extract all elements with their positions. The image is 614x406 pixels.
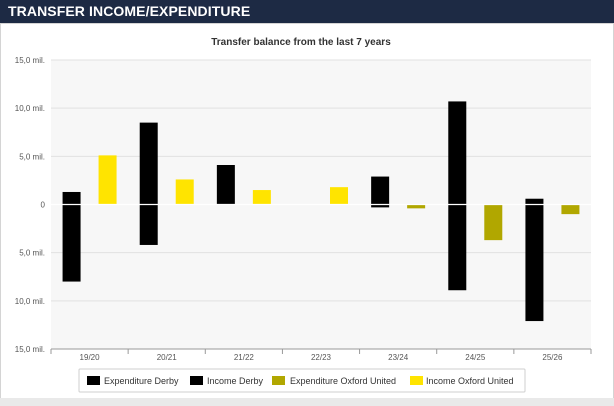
bar-income-oxford-united[interactable] [252,190,271,205]
legend-item[interactable]: Expenditure Oxford United [272,376,396,386]
x-tick-label: 25/26 [542,353,563,362]
bar-income-oxford-united[interactable] [330,187,348,205]
legend-swatch [272,376,285,385]
x-tick-label: 23/24 [388,353,409,362]
legend-item[interactable]: Income Oxford United [410,376,514,386]
bar-expenditure-derby[interactable] [139,204,158,245]
y-tick-label: 15,0 mil. [15,345,45,354]
legend-swatch [190,376,203,385]
y-tick-label: 10,0 mil. [15,297,45,306]
legend-swatch [410,376,423,385]
bar-expenditure-oxford-united[interactable] [484,204,503,241]
bar-income-derby[interactable] [448,101,467,205]
y-tick-label: 15,0 mil. [15,56,45,65]
legend-item[interactable]: Expenditure Derby [87,376,179,386]
bar-income-derby[interactable] [139,122,158,205]
chart-title: Transfer balance from the last 7 years [211,37,391,48]
bar-income-derby[interactable] [216,165,235,205]
y-tick-label: 0 [41,201,46,210]
bar-expenditure-oxford-united[interactable] [561,204,580,215]
legend-label: Expenditure Oxford United [290,376,396,386]
bar-expenditure-derby[interactable] [371,204,390,208]
legend-label: Income Oxford United [426,376,514,386]
x-tick-label: 21/22 [234,353,255,362]
section-header: TRANSFER INCOME/EXPENDITURE [0,0,614,23]
bar-income-derby[interactable] [62,191,81,205]
x-tick-label: 22/23 [311,353,332,362]
x-tick-label: 24/25 [465,353,486,362]
bar-expenditure-derby[interactable] [62,204,81,282]
y-tick-label: 5,0 mil. [19,249,45,258]
y-tick-label: 10,0 mil. [15,104,45,113]
x-tick-label: 20/21 [157,353,178,362]
bar-income-derby[interactable] [525,198,544,205]
bottom-strip [0,398,614,406]
x-tick-label: 19/20 [80,353,101,362]
legend-swatch [87,376,100,385]
legend-item[interactable]: Income Derby [190,376,264,386]
bar-expenditure-derby[interactable] [448,204,467,291]
legend-label: Expenditure Derby [104,376,179,386]
y-tick-label: 5,0 mil. [19,152,45,161]
bar-income-oxford-united[interactable] [175,179,194,205]
bar-income-derby[interactable] [371,176,390,205]
bar-expenditure-derby[interactable] [525,204,544,322]
section-title: TRANSFER INCOME/EXPENDITURE [8,3,251,19]
legend-label: Income Derby [207,376,264,386]
bar-expenditure-oxford-united[interactable] [407,204,426,209]
legend-box [78,368,526,393]
bar-income-oxford-united[interactable] [98,155,117,205]
